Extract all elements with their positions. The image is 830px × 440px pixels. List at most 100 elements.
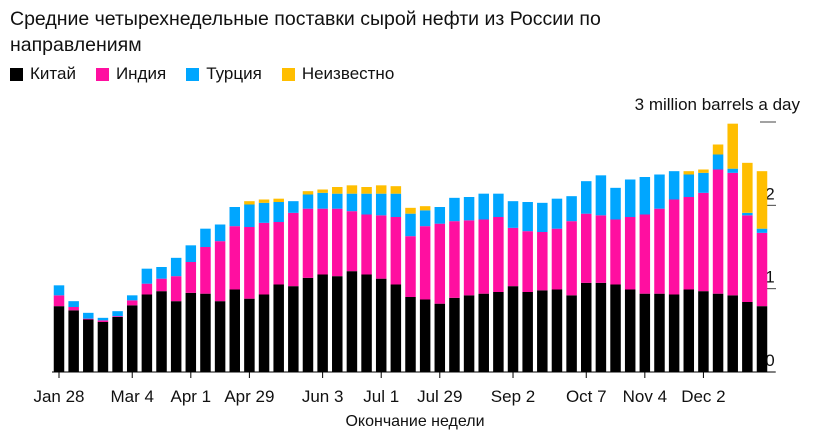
bar-turkey-0: [53, 285, 65, 296]
bar-india-14: [258, 222, 270, 295]
bar-india-33: [537, 232, 548, 291]
bar-india-44: [698, 192, 709, 292]
bar-turkey-10: [200, 228, 211, 247]
bar-india-15: [273, 222, 284, 285]
bar-india-2: [83, 318, 94, 320]
bar-china-30: [493, 292, 504, 372]
chart-title: Средние четырехнедельные поставки сырой …: [10, 8, 601, 56]
bar-china-22: [375, 278, 387, 372]
x-tick-label-26: Jul 29: [417, 387, 462, 406]
bar-unknown-44: [698, 169, 709, 173]
bar-turkey-43: [683, 174, 695, 197]
bar-china-28: [463, 295, 475, 372]
bar-india-11: [214, 241, 226, 302]
bar-china-14: [258, 294, 270, 372]
bar-china-36: [581, 282, 592, 372]
bar-unknown-18: [317, 189, 328, 193]
bar-turkey-14: [258, 202, 270, 223]
x-tick-label-18: Jun 3: [302, 387, 344, 406]
bar-unknown-46: [727, 123, 738, 169]
bar-turkey-20: [346, 193, 358, 212]
legend-label-turkey: Турция: [206, 64, 262, 83]
bar-turkey-41: [654, 174, 665, 209]
bar-india-13: [244, 227, 255, 299]
bar-turkey-31: [507, 201, 519, 228]
bar-india-0: [53, 295, 65, 307]
bar-china-47: [742, 302, 753, 372]
bar-china-0: [53, 306, 65, 372]
bar-china-27: [449, 297, 460, 372]
x-tick-label-5: Mar 4: [110, 387, 153, 406]
bar-turkey-19: [332, 193, 343, 209]
bar-unknown-48: [756, 171, 768, 229]
bar-china-43: [683, 289, 695, 372]
x-tick-label-36: Oct 7: [566, 387, 607, 406]
bar-china-45: [712, 293, 724, 372]
bar-china-5: [126, 305, 138, 372]
x-tick-label-22: Jul 1: [363, 387, 399, 406]
bar-india-17: [302, 208, 314, 278]
bar-china-20: [346, 271, 358, 372]
bar-turkey-36: [581, 181, 592, 214]
bar-turkey-13: [244, 204, 255, 227]
legend-item-unknown: Неизвестно: [281, 64, 394, 84]
bar-turkey-9: [185, 245, 197, 262]
bar-china-38: [610, 284, 621, 372]
bar-india-38: [610, 219, 621, 285]
bar-turkey-45: [712, 154, 724, 170]
bar-turkey-3: [97, 317, 109, 321]
bar-india-29: [478, 219, 489, 294]
bar-unknown-24: [405, 207, 416, 214]
bar-china-3: [97, 322, 109, 372]
bar-turkey-18: [317, 192, 328, 209]
bar-turkey-40: [639, 177, 651, 215]
bar-india-9: [185, 262, 197, 293]
bar-turkey-8: [170, 257, 182, 277]
bar-india-39: [624, 217, 636, 290]
bar-unknown-23: [390, 186, 402, 194]
bar-india-21: [361, 214, 372, 275]
legend-item-china: Китай: [10, 64, 76, 84]
bar-turkey-12: [229, 207, 240, 227]
bar-china-34: [551, 289, 563, 372]
bar-turkey-11: [214, 224, 226, 242]
bar-india-32: [522, 231, 533, 292]
bar-unknown-19: [332, 187, 343, 194]
bar-china-25: [419, 299, 431, 372]
bar-india-1: [68, 307, 79, 311]
bar-unknown-22: [375, 185, 387, 194]
bar-turkey-32: [522, 202, 533, 232]
bar-china-18: [317, 274, 328, 372]
legend-item-turkey: Турция: [186, 64, 262, 84]
bar-china-44: [698, 291, 709, 372]
bar-turkey-4: [112, 311, 123, 317]
bar-india-19: [332, 208, 343, 277]
bar-china-26: [434, 303, 446, 372]
bar-turkey-26: [434, 207, 446, 224]
bar-turkey-33: [537, 202, 548, 232]
bar-china-13: [244, 298, 255, 372]
bar-india-16: [288, 212, 299, 287]
bar-india-6: [141, 283, 153, 295]
bar-unknown-25: [419, 206, 431, 211]
bar-turkey-30: [493, 193, 504, 217]
bar-india-37: [595, 215, 607, 283]
bar-turkey-1: [68, 301, 79, 307]
bar-china-9: [185, 292, 197, 372]
bar-india-30: [493, 217, 504, 292]
legend-swatch-china: [10, 67, 23, 81]
bar-china-1: [68, 310, 79, 372]
bar-china-23: [390, 284, 402, 372]
y-tick-label-1: 1: [765, 268, 774, 287]
bar-india-28: [463, 220, 475, 296]
bar-china-40: [639, 293, 651, 372]
x-tick-label-31: Sep 2: [491, 387, 535, 406]
bar-china-37: [595, 282, 607, 372]
bar-india-25: [419, 226, 431, 300]
x-tick-label-9: Apr 1: [170, 387, 211, 406]
bar-china-10: [200, 293, 211, 372]
bar-turkey-25: [419, 210, 431, 227]
bar-unknown-15: [273, 198, 284, 202]
bar-china-4: [112, 317, 123, 372]
bar-turkey-2: [83, 312, 94, 319]
